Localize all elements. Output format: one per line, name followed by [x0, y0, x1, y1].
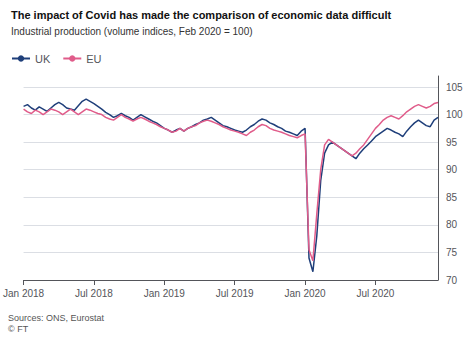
svg-text:© FT: © FT	[8, 324, 29, 334]
svg-text:UK: UK	[35, 53, 51, 65]
svg-text:Sources: ONS, Eurostat: Sources: ONS, Eurostat	[8, 313, 105, 323]
svg-text:Jul 2019: Jul 2019	[216, 288, 254, 299]
svg-text:Jul 2018: Jul 2018	[75, 288, 113, 299]
svg-text:70: 70	[446, 275, 458, 286]
svg-text:Industrial production (volume: Industrial production (volume indices, F…	[11, 26, 253, 37]
svg-text:Jul 2020: Jul 2020	[357, 288, 395, 299]
svg-text:100: 100	[446, 109, 463, 120]
svg-text:95: 95	[446, 137, 458, 148]
svg-text:90: 90	[446, 164, 458, 175]
svg-text:Jan 2020: Jan 2020	[284, 288, 326, 299]
svg-text:85: 85	[446, 192, 458, 203]
svg-text:Jan 2018: Jan 2018	[3, 288, 45, 299]
svg-text:EU: EU	[86, 53, 101, 65]
svg-text:80: 80	[446, 219, 458, 230]
svg-text:75: 75	[446, 247, 458, 258]
svg-text:105: 105	[446, 82, 463, 93]
svg-text:Jan 2019: Jan 2019	[144, 288, 186, 299]
svg-text:The impact of Covid has made t: The impact of Covid has made the compari…	[11, 9, 392, 21]
